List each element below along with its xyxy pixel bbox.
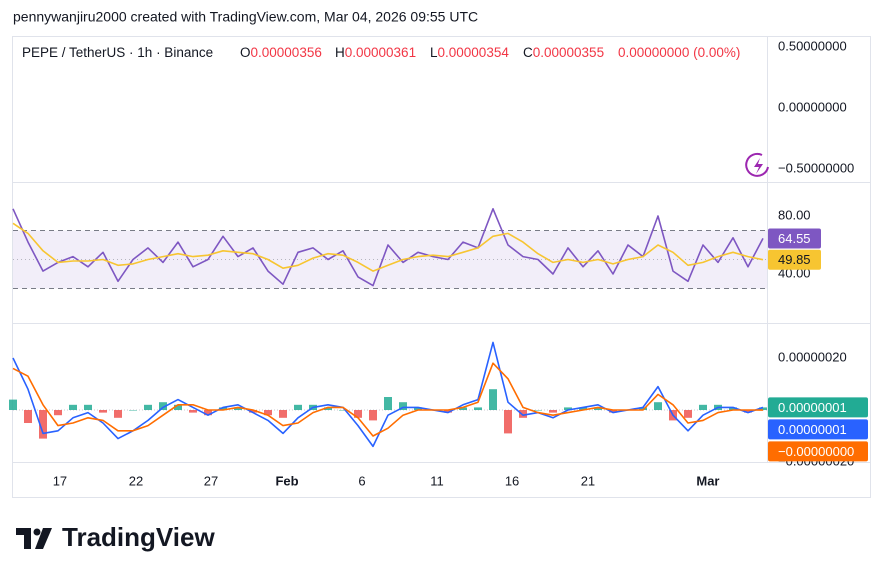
y-tick-label: 0.00000020 — [778, 349, 847, 364]
y-tick-label: 0.50000000 — [778, 38, 847, 53]
ohlc-label: C — [523, 45, 533, 60]
histogram-bar — [249, 410, 257, 413]
symbol: PEPE / TetherUS · 1h · Binance — [22, 45, 213, 60]
histogram-bar — [219, 407, 227, 411]
ohlc-label: O — [240, 45, 251, 60]
series-line — [12, 341, 764, 448]
brand: TradingView — [62, 522, 215, 552]
legend: PEPE / TetherUS · 1h · Binance O0.000003… — [22, 45, 740, 60]
histogram-bar — [759, 407, 767, 411]
ohlc-value: 0.00000355 — [533, 45, 604, 60]
histogram-bar — [699, 404, 707, 411]
ohlc-value: 0.00000361 — [345, 45, 416, 60]
last-value-box — [768, 397, 868, 418]
histogram-bar — [609, 410, 617, 413]
series-line — [12, 222, 764, 272]
x-tick-label: 17 — [53, 473, 67, 488]
last-value-box — [768, 228, 821, 249]
series-line — [12, 208, 764, 287]
histogram-bar — [264, 410, 272, 416]
histogram-bar — [54, 410, 62, 416]
histogram-bar — [294, 404, 302, 411]
histogram-bar — [204, 410, 212, 416]
histogram-bar — [474, 407, 482, 411]
x-tick-label: 21 — [581, 473, 595, 488]
histogram-bar — [339, 410, 347, 411]
histogram-bar — [399, 402, 407, 411]
histogram-bar — [159, 402, 167, 411]
last-value-box — [768, 249, 821, 270]
histogram-bar — [189, 410, 197, 413]
histogram-bar — [84, 404, 92, 411]
ohlc-value: 0.00000354 — [438, 45, 510, 60]
histogram-bar — [654, 402, 662, 411]
histogram-bar — [519, 410, 527, 418]
pane-borders — [12, 36, 871, 498]
x-tick-label: 27 — [204, 473, 218, 488]
histogram-bar — [684, 410, 692, 418]
histogram-bar — [324, 407, 332, 411]
x-tick-label: 16 — [505, 473, 519, 488]
attribution: pennywanjiru2000 created with TradingVie… — [13, 9, 478, 25]
histogram-bar — [354, 410, 362, 418]
histogram-bar — [549, 410, 557, 413]
histogram-bar — [99, 410, 107, 413]
x-tick-label: 11 — [430, 473, 444, 488]
histogram-bar — [384, 397, 392, 411]
histogram-bar — [414, 407, 422, 411]
last-value-label: −0.00000000 — [778, 444, 854, 459]
y-tick-label: −0.50000000 — [778, 160, 854, 175]
histogram-bar — [114, 410, 122, 418]
histogram-bar — [129, 410, 137, 411]
histogram-bar — [504, 410, 512, 434]
ohlc-label: L — [430, 45, 438, 60]
histogram-bar — [564, 407, 572, 411]
y-tick-label: 80.00 — [778, 207, 811, 222]
histogram-bar — [174, 404, 182, 411]
last-value-label: 0.00000001 — [778, 422, 847, 437]
histogram-bar — [24, 410, 32, 424]
histogram-bar — [534, 410, 542, 411]
last-value-box — [768, 441, 868, 462]
histogram-bar — [144, 404, 152, 411]
histogram-bar — [639, 407, 647, 411]
last-value-label: 64.55 — [778, 231, 811, 246]
ohlc-value: 0.00000356 — [251, 45, 322, 60]
histogram-bar — [279, 410, 287, 418]
last-value-box — [768, 419, 868, 440]
histogram-bar — [459, 407, 467, 411]
histogram-bar — [69, 404, 77, 411]
x-tick-label: Mar — [696, 473, 719, 488]
change: 0.00000000 (0.00%) — [618, 45, 740, 60]
x-tick-label: 6 — [358, 473, 365, 488]
histogram-bar — [729, 407, 737, 411]
y-tick-label: 0.00000000 — [778, 99, 847, 114]
x-tick-label: 22 — [129, 473, 143, 488]
histogram-bar — [234, 407, 242, 411]
alert-icon[interactable] — [745, 152, 769, 177]
histogram-bar — [594, 407, 602, 411]
ohlc-label: H — [335, 45, 345, 60]
histogram-bar — [744, 410, 752, 413]
histogram-bar — [9, 399, 17, 411]
histogram-bar — [444, 410, 452, 413]
last-value-label: 49.85 — [778, 252, 811, 267]
last-value-label: 0.00000001 — [778, 400, 847, 415]
x-tick-label: Feb — [275, 473, 298, 488]
histogram-bar — [489, 389, 497, 411]
histogram-bar — [39, 410, 47, 439]
series-line — [12, 362, 764, 437]
logo — [16, 528, 52, 549]
histogram-bar — [369, 410, 377, 421]
histogram-bar — [579, 407, 587, 411]
